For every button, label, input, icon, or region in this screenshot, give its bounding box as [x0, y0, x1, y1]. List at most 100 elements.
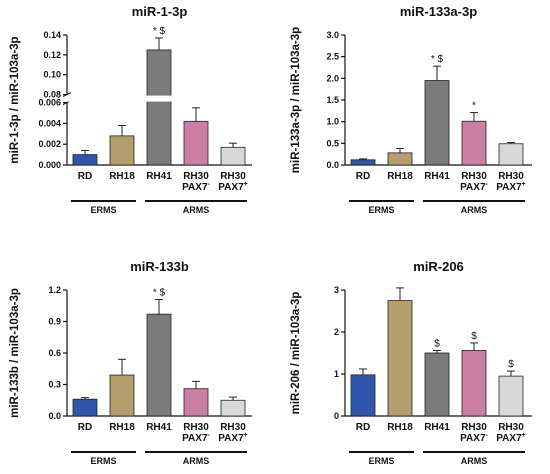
group-label: ARMS: [461, 205, 488, 215]
chart-title: miR-133a-3p: [400, 4, 477, 19]
x-tick-label: RH41: [146, 422, 172, 433]
x-tick-label: RH18: [109, 171, 135, 182]
bar-rh30-pax7+: [220, 399, 246, 417]
y-axis-label: miR-1-3p / miR-103a-3p: [9, 36, 21, 163]
x-tick-label: RD: [356, 422, 370, 433]
bar-rd: [350, 374, 376, 417]
chart-panel-3: miR-206 miR-206 / miR-103a-3p 0 1 2 3 RD RH18 $ R…: [290, 259, 532, 466]
significance-marker: * $: [153, 26, 166, 37]
x-tick-label-gene: PAX7: [460, 182, 486, 193]
y-axis-label: miR-133a-3p / miR-103a-3p: [290, 27, 302, 173]
x-tick-label-sign: -: [208, 181, 211, 188]
x-tick-label-sign: -: [486, 432, 489, 439]
y-tick-label: 0.9: [48, 317, 61, 327]
y-tick-label: 2.0: [326, 73, 339, 83]
x-tick-label: RH41: [424, 422, 450, 433]
x-tick-label: RH30: [498, 422, 524, 433]
bar-rh30-pax7-: [183, 120, 209, 166]
y-tick-label: 1.5: [326, 95, 339, 105]
x-tick-label: RH30: [220, 171, 246, 182]
y-tick-label: 0.6: [48, 348, 61, 358]
chart-title: miR-206: [413, 259, 464, 274]
x-tick-label-line2: PAX7+: [218, 181, 247, 193]
y-tick-label: 0.006: [38, 98, 61, 108]
x-tick-label-line2: PAX7+: [496, 181, 525, 193]
y-tick-label: 0: [334, 411, 339, 421]
x-tick-label-sign: +: [522, 432, 526, 439]
axis-break-gap: [68, 95, 253, 102]
group-label: ARMS: [183, 205, 210, 215]
bar-rh30-pax7+: [498, 143, 524, 166]
group-label: ERMS: [90, 456, 116, 466]
group-label: ERMS: [90, 205, 116, 215]
chart-title: miR-1-3p: [132, 4, 188, 19]
x-tick-label-line2: PAX7-: [460, 432, 488, 444]
x-tick-label: RH41: [146, 171, 172, 182]
y-tick-label: 1.2: [48, 285, 61, 295]
x-tick-label-line2: PAX7-: [182, 432, 210, 444]
x-tick-label: RD: [356, 171, 370, 182]
x-tick-label: RH41: [424, 171, 450, 182]
y-tick-label: 0.0: [48, 411, 61, 421]
bar-rh30-pax7+: [498, 375, 524, 417]
x-tick-label: RH30: [461, 422, 487, 433]
y-axis-label: miR-206 / miR-103a-3p: [290, 292, 302, 415]
x-tick-label-sign: +: [522, 181, 526, 188]
x-tick-label: RH30: [183, 171, 209, 182]
significance-marker: * $: [153, 287, 166, 298]
y-tick-label: 0.004: [38, 118, 61, 128]
significance-marker: $: [471, 331, 477, 342]
significance-marker: $: [508, 359, 514, 370]
y-tick-label: 2: [334, 327, 339, 337]
x-tick-label-gene: PAX7: [496, 433, 522, 444]
x-tick-label: RH18: [387, 171, 413, 182]
bar-rh30-pax7-: [461, 120, 487, 166]
x-tick-label-gene: PAX7: [496, 182, 522, 193]
x-tick-label-sign: -: [486, 181, 489, 188]
bar-rh30-pax7+: [220, 146, 246, 166]
x-tick-label: RH18: [387, 422, 413, 433]
group-label: ARMS: [183, 456, 210, 466]
bar-rh18: [387, 300, 413, 417]
significance-marker: $: [434, 338, 440, 349]
y-tick-label: 0.5: [326, 138, 339, 148]
bar-rh18: [109, 374, 135, 417]
chart-title: miR-133b: [130, 259, 189, 274]
x-tick-label-line2: PAX7+: [218, 432, 247, 444]
y-axis-label: miR-133b / miR-103a-3p: [9, 288, 21, 418]
y-tick-label: 1.0: [326, 117, 339, 127]
bar-rh30-pax7-: [461, 350, 487, 417]
y-tick-label: 0.3: [48, 380, 61, 390]
x-tick-label: RH30: [461, 171, 487, 182]
group-label: ARMS: [461, 456, 488, 466]
y-tick-label: 0.12: [43, 50, 61, 60]
y-tick-label: 0.000: [38, 160, 61, 170]
x-tick-label-line2: PAX7+: [496, 432, 525, 444]
chart-panel-0: miR-1-3p miR-1-3p / miR-103a-3p 0.000 0.002…: [9, 4, 253, 215]
bar-rh30-pax7-: [183, 388, 209, 417]
bar-rh41: [146, 49, 172, 166]
y-tick-label: 0.08: [43, 90, 61, 100]
significance-marker: * $: [431, 54, 444, 65]
y-tick-label: 0.002: [38, 139, 61, 149]
significance-marker: *: [472, 101, 476, 112]
bar-rh41: [146, 313, 172, 417]
y-tick-label: 0.0: [326, 160, 339, 170]
y-tick-label: 3.0: [326, 30, 339, 40]
group-label: ERMS: [368, 205, 394, 215]
x-tick-label-line2: PAX7-: [460, 181, 488, 193]
bar-rd: [72, 398, 98, 417]
x-tick-label-gene: PAX7: [460, 433, 486, 444]
chart-panel-2: miR-133b miR-133b / miR-103a-3p 0.0 0.3 0.6 0…: [9, 259, 252, 466]
x-tick-label: RH30: [183, 422, 209, 433]
x-tick-label-gene: PAX7: [218, 433, 244, 444]
y-tick-label: 2.5: [326, 52, 339, 62]
x-tick-label-gene: PAX7: [182, 433, 208, 444]
y-tick-label: 0.10: [43, 70, 61, 80]
y-tick-label: 1: [334, 369, 339, 379]
group-label: ERMS: [368, 456, 394, 466]
x-tick-label: RH30: [498, 171, 524, 182]
bar-rd: [72, 154, 98, 166]
x-tick-label: RH30: [220, 422, 246, 433]
